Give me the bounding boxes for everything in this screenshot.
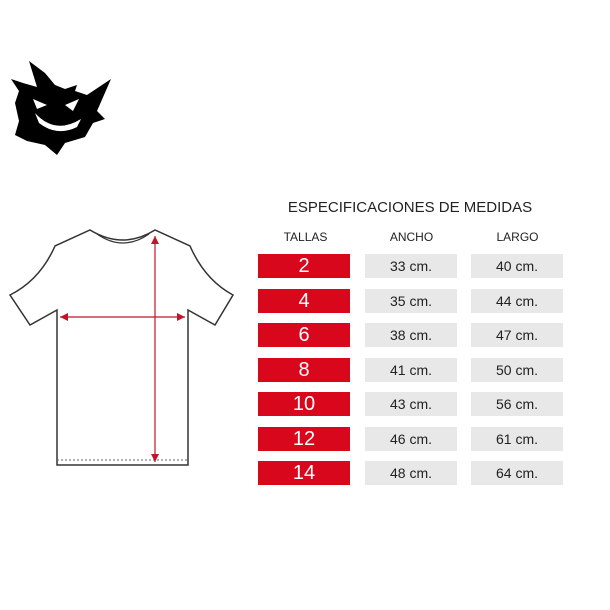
header-length: LARGO [496, 230, 539, 244]
cell-width: 46 cm. [365, 426, 457, 451]
cell-size: 8 [258, 357, 350, 382]
cell-width: 41 cm. [365, 357, 457, 382]
cell-length: 64 cm. [471, 461, 563, 485]
header-width: ANCHO [389, 230, 434, 244]
cell-size: 4 [258, 288, 350, 313]
tshirt-diagram-icon [8, 229, 235, 466]
chart-title: ESPECIFICACIONES DE MEDIDAS [287, 199, 533, 216]
cell-length: 50 cm. [471, 357, 563, 382]
cell-length: 61 cm. [471, 426, 563, 451]
cell-size: 10 [258, 392, 350, 416]
header-size: TALLAS [283, 230, 328, 244]
cell-width: 33 cm. [365, 254, 457, 278]
cell-width: 43 cm. [365, 392, 457, 416]
cell-length: 47 cm. [471, 323, 563, 347]
cell-width: 38 cm. [365, 323, 457, 347]
cell-size: 14 [258, 461, 350, 485]
cell-size: 2 [258, 254, 350, 278]
cell-size: 6 [258, 323, 350, 347]
cell-length: 56 cm. [471, 392, 563, 416]
cell-width: 35 cm. [365, 288, 457, 313]
cell-width: 48 cm. [365, 461, 457, 485]
cell-size: 12 [258, 426, 350, 451]
cell-length: 40 cm. [471, 254, 563, 278]
ghost-logo-icon [11, 61, 111, 155]
cell-length: 44 cm. [471, 288, 563, 313]
